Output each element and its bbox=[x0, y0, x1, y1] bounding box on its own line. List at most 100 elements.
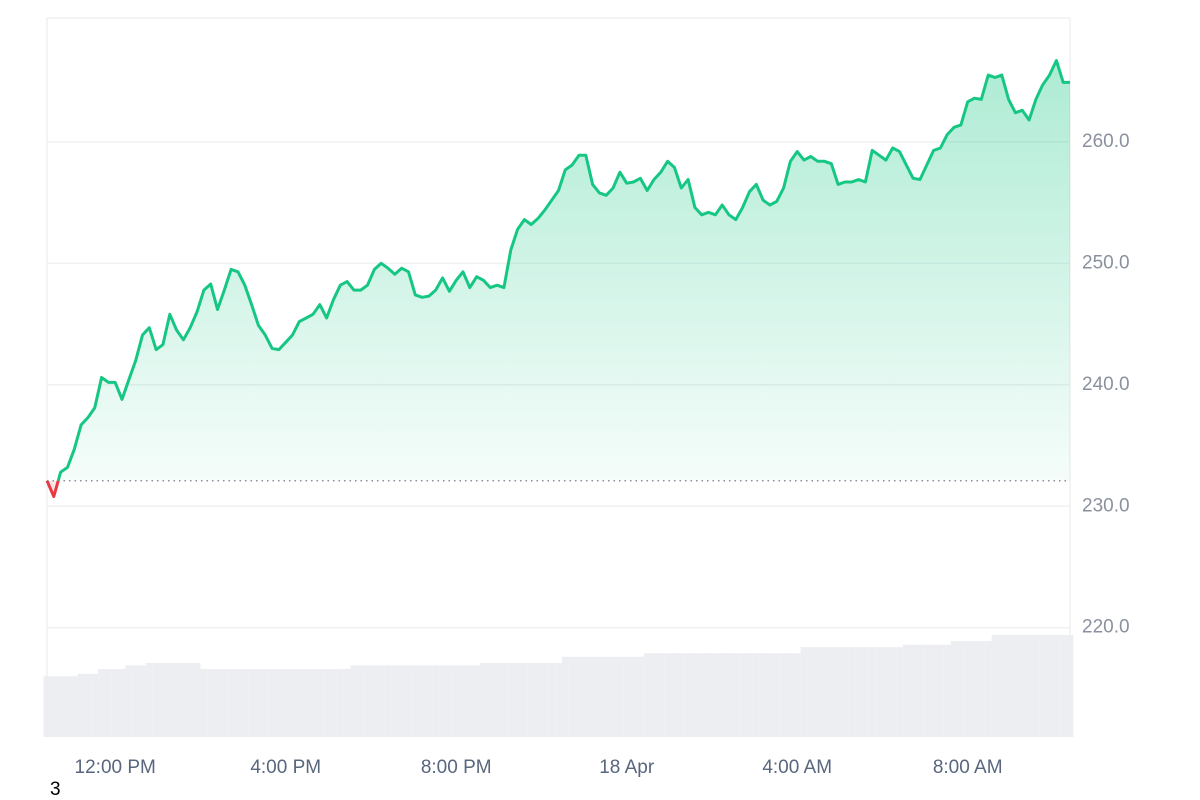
volume-bar bbox=[166, 662, 174, 737]
volume-bar bbox=[289, 668, 296, 737]
volume-bar bbox=[493, 662, 501, 737]
y-tick-label: 240.0 bbox=[1082, 374, 1130, 395]
volume-bar bbox=[323, 668, 331, 737]
y-tick-label: 260.0 bbox=[1082, 131, 1130, 152]
volume-bar bbox=[814, 647, 822, 737]
volume-bar bbox=[882, 647, 890, 737]
volume-bar bbox=[664, 653, 672, 737]
volume-bar bbox=[991, 634, 999, 737]
volume-bar bbox=[520, 662, 528, 737]
x-tick-label: 12:00 PM bbox=[75, 757, 156, 778]
volume-bar bbox=[671, 653, 678, 737]
volume-bar bbox=[64, 676, 71, 737]
volume-bar bbox=[821, 647, 828, 737]
volume-bar bbox=[589, 656, 597, 737]
volume-bar bbox=[343, 668, 351, 737]
volume-bar bbox=[207, 668, 215, 737]
volume-bar bbox=[1032, 634, 1040, 737]
volume-bar bbox=[630, 656, 637, 737]
x-tick-label: 4:00 AM bbox=[762, 757, 832, 778]
volume-bar bbox=[793, 653, 801, 737]
volume-bar bbox=[677, 653, 685, 737]
volume-bar bbox=[855, 647, 862, 737]
volume-bar bbox=[916, 644, 924, 737]
volume-bar bbox=[445, 665, 453, 737]
volume-bar bbox=[473, 665, 481, 737]
volume-bar bbox=[998, 634, 1006, 737]
volume-bar bbox=[152, 662, 160, 737]
volume-bar bbox=[432, 665, 440, 737]
volume-bar bbox=[480, 662, 487, 737]
volume-bar bbox=[575, 656, 583, 737]
volume-bar bbox=[193, 662, 201, 737]
volume-bar bbox=[139, 665, 146, 737]
volume-bar bbox=[411, 665, 419, 737]
volume-bar bbox=[984, 641, 992, 737]
volume-bar bbox=[439, 665, 446, 737]
volume-bar bbox=[786, 653, 794, 737]
volume-bar bbox=[186, 662, 194, 737]
volume-bar bbox=[623, 656, 631, 737]
volume-bar bbox=[930, 644, 938, 737]
volume-bar bbox=[691, 653, 699, 737]
volume-bar bbox=[746, 653, 753, 737]
volume-bar bbox=[937, 644, 944, 737]
volume-bar bbox=[977, 641, 985, 737]
volume-bar bbox=[70, 676, 78, 737]
volume-bar bbox=[1039, 634, 1047, 737]
volume-bar bbox=[302, 668, 310, 737]
volume-bar bbox=[364, 665, 371, 737]
volume-bar bbox=[227, 668, 235, 737]
volume-bar bbox=[1046, 634, 1053, 737]
volume-bar bbox=[1005, 634, 1013, 737]
volume-bar bbox=[241, 668, 249, 737]
volume-bar bbox=[555, 662, 562, 737]
volume-bar bbox=[405, 665, 412, 737]
volume-bar bbox=[950, 641, 958, 737]
volume-bar bbox=[875, 647, 883, 737]
volume-bar bbox=[57, 676, 65, 737]
volume-bar bbox=[91, 673, 99, 737]
volume-bar bbox=[773, 653, 781, 737]
volume-bar bbox=[125, 665, 133, 737]
volume-bar bbox=[384, 665, 392, 737]
volume-bar bbox=[84, 673, 92, 737]
volume-bar bbox=[77, 673, 85, 737]
volume-bar bbox=[964, 641, 972, 737]
volume-bar bbox=[957, 641, 965, 737]
volume-bar bbox=[616, 656, 624, 737]
area-up bbox=[47, 60, 1070, 481]
volume-bar bbox=[861, 647, 869, 737]
volume-bar bbox=[275, 668, 283, 737]
volume-bar bbox=[834, 647, 842, 737]
volume-bar bbox=[104, 668, 112, 737]
volume-bar bbox=[486, 662, 494, 737]
volume-bar bbox=[43, 676, 51, 737]
volume-bar bbox=[602, 656, 610, 737]
volume-bar bbox=[255, 668, 262, 737]
volume-bar bbox=[780, 653, 787, 737]
volume-bar bbox=[534, 662, 542, 737]
volume-bar bbox=[500, 662, 508, 737]
volume-bar bbox=[650, 653, 658, 737]
volume-bar bbox=[377, 665, 385, 737]
volume-bar bbox=[111, 668, 119, 737]
volume-bar bbox=[132, 665, 140, 737]
volume-bar bbox=[711, 653, 719, 737]
volume-bar bbox=[336, 668, 344, 737]
volume-bar bbox=[330, 668, 337, 737]
volume-bar bbox=[357, 665, 365, 737]
volume-bar bbox=[261, 668, 269, 737]
volume-bar bbox=[896, 647, 903, 737]
volume-bar bbox=[370, 665, 378, 737]
y-tick-label: 250.0 bbox=[1082, 252, 1130, 273]
x-tick-label: 8:00 PM bbox=[421, 757, 492, 778]
volume-bar bbox=[971, 641, 978, 737]
volume-bar bbox=[643, 653, 651, 737]
volume-bar bbox=[145, 662, 153, 737]
volume-bar bbox=[841, 647, 849, 737]
volume-bar bbox=[173, 662, 180, 737]
volume-bar bbox=[1012, 634, 1019, 737]
volume-bar bbox=[848, 647, 856, 737]
